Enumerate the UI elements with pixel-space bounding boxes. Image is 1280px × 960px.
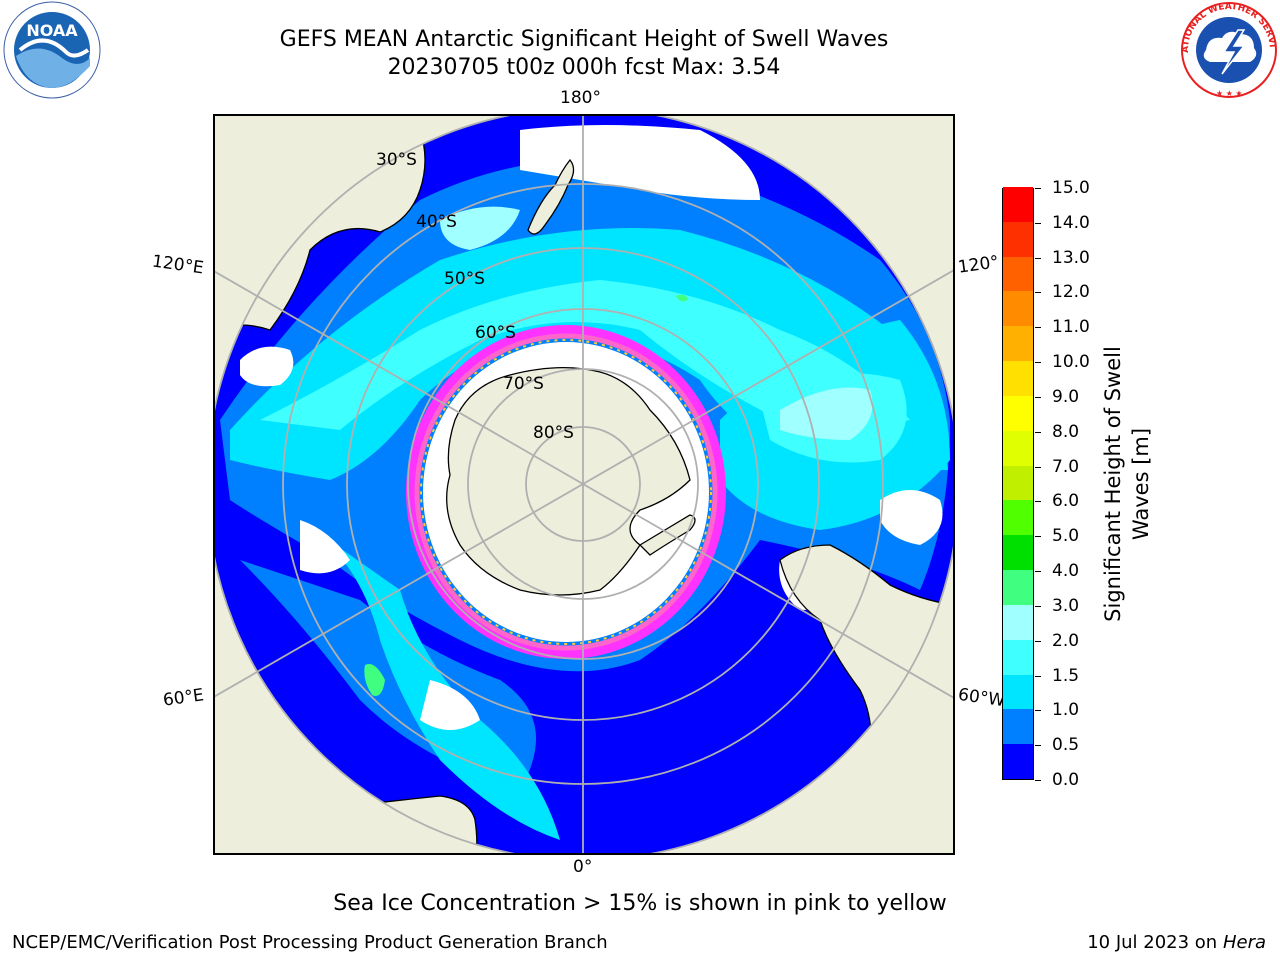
sea-ice-edge-inner bbox=[420, 339, 712, 645]
colorbar-tick-label: 12.0 bbox=[1052, 282, 1090, 303]
colorbar-segment bbox=[1003, 499, 1033, 536]
colorbar-segment bbox=[1003, 708, 1033, 745]
colorbar-tick bbox=[1035, 710, 1041, 712]
colorbar-segment bbox=[1003, 360, 1033, 396]
colorbar-tick bbox=[1035, 536, 1041, 538]
no-data-patch bbox=[880, 490, 943, 545]
colorbar-title-line1: Significant Height of Swell bbox=[1101, 346, 1125, 622]
chart-subtitle: 20230705 t00z 000h fcst Max: 3.54 bbox=[387, 55, 781, 80]
swell-band-2-3 bbox=[440, 206, 520, 250]
lat-label-80s: 80°S bbox=[533, 423, 574, 443]
colorbar-tick-label: 0.5 bbox=[1052, 735, 1080, 756]
lat-label-70s: 70°S bbox=[503, 374, 544, 394]
colorbar bbox=[1002, 186, 1034, 780]
colorbar-tick bbox=[1035, 675, 1041, 677]
colorbar-segment bbox=[1003, 221, 1033, 257]
chart-title: GEFS MEAN Antarctic Significant Height o… bbox=[279, 27, 889, 52]
colorbar-tick-label: 14.0 bbox=[1052, 212, 1090, 233]
colorbar-segment bbox=[1003, 639, 1033, 675]
colorbar-tick-label: 5.0 bbox=[1052, 526, 1080, 547]
lat-label-40s: 40°S bbox=[416, 212, 457, 232]
colorbar-segment bbox=[1003, 465, 1033, 501]
colorbar-tick bbox=[1035, 605, 1041, 607]
colorbar-tick bbox=[1035, 501, 1041, 503]
colorbar-tick bbox=[1035, 257, 1041, 259]
antarctic-peninsula bbox=[638, 514, 696, 556]
no-data-patch bbox=[520, 125, 760, 200]
colorbar-segment bbox=[1003, 256, 1033, 292]
sea-ice-edge-outer bbox=[406, 325, 726, 659]
swell-band-3-4 bbox=[676, 294, 688, 302]
lat-label-50s: 50°S bbox=[444, 269, 485, 289]
credit-text: NCEP/EMC/Verification Post Processing Pr… bbox=[12, 932, 608, 953]
colorbar-tick bbox=[1035, 327, 1041, 329]
colorbar-tick-label: 1.5 bbox=[1052, 665, 1080, 686]
colorbar-tick bbox=[1035, 780, 1041, 781]
colorbar-segment bbox=[1003, 290, 1033, 327]
colorbar-tick-label: 10.0 bbox=[1052, 352, 1090, 373]
date-text: 10 Jul 2023 on Hera bbox=[1087, 932, 1266, 953]
graticule bbox=[214, 115, 954, 854]
colorbar-tick-label: 7.0 bbox=[1052, 456, 1080, 477]
colorbar-tick bbox=[1035, 222, 1041, 224]
lat-label-60s: 60°S bbox=[475, 323, 516, 343]
date-prefix: 10 Jul 2023 on bbox=[1087, 932, 1223, 953]
colorbar-segment bbox=[1003, 569, 1033, 605]
colorbar-segment bbox=[1003, 395, 1033, 431]
sea-ice-footnote: Sea Ice Concentration > 15% is shown in … bbox=[333, 891, 947, 916]
map-frame bbox=[213, 114, 955, 855]
colorbar-tick bbox=[1035, 571, 1041, 573]
colorbar-segment bbox=[1003, 325, 1033, 362]
colorbar-tick-label: 11.0 bbox=[1052, 317, 1090, 338]
no-data-patch bbox=[300, 520, 350, 574]
colorbar-tick-label: 2.0 bbox=[1052, 630, 1080, 651]
colorbar-tick bbox=[1035, 292, 1041, 294]
national-weather-service-logo: NATIONAL WEATHER SERVICE ★ ★ ★ bbox=[1178, 0, 1277, 98]
colorbar-segment bbox=[1003, 534, 1033, 571]
swell-band-1.5-2 bbox=[260, 280, 910, 430]
lat-label-30s: 30°S bbox=[376, 150, 417, 170]
colorbar-tick bbox=[1035, 396, 1041, 398]
lon-label-180: 180° bbox=[560, 88, 601, 108]
lon-label-0: 0° bbox=[573, 857, 593, 877]
colorbar-tick-label: 15.0 bbox=[1052, 178, 1090, 198]
colorbar-segment bbox=[1003, 430, 1033, 466]
colorbar-title-line2: Waves [m] bbox=[1129, 427, 1153, 541]
machine-name: Hera bbox=[1222, 932, 1266, 953]
colorbar-segment bbox=[1003, 186, 1033, 222]
colorbar-segment bbox=[1003, 743, 1033, 779]
colorbar-tick-label: 4.0 bbox=[1052, 561, 1080, 582]
noaa-logo-text: NOAA bbox=[26, 21, 78, 40]
colorbar-tick bbox=[1035, 362, 1041, 364]
sea-ice-edge-mid bbox=[414, 333, 718, 651]
colorbar-tick bbox=[1035, 431, 1041, 433]
colorbar-tick bbox=[1035, 466, 1041, 468]
new-zealand bbox=[527, 158, 575, 235]
meridian-120 bbox=[214, 269, 954, 698]
colorbar-tick-label: 13.0 bbox=[1052, 247, 1090, 268]
nws-star-icon: ★ ★ ★ bbox=[1216, 89, 1243, 98]
no-data-patch bbox=[240, 346, 294, 387]
colorbar-tick-label: 1.0 bbox=[1052, 700, 1080, 721]
noaa-logo: NOAA bbox=[3, 1, 101, 99]
colorbar-segment bbox=[1003, 604, 1033, 640]
colorbar-tick bbox=[1035, 188, 1041, 189]
no-data-patch bbox=[420, 680, 480, 730]
colorbar-segment bbox=[1003, 674, 1033, 710]
colorbar-tick-label: 3.0 bbox=[1052, 595, 1080, 616]
colorbar-title: Significant Height of Swell Waves [m] bbox=[1099, 284, 1155, 684]
colorbar-tick bbox=[1035, 745, 1041, 747]
colorbar-tick-label: 8.0 bbox=[1052, 421, 1080, 442]
land-corner bbox=[214, 115, 954, 854]
colorbar-tick-label: 9.0 bbox=[1052, 386, 1080, 407]
colorbar-tick bbox=[1035, 640, 1041, 642]
colorbar-tick-label: 6.0 bbox=[1052, 491, 1080, 512]
swell-band-3-4 bbox=[364, 664, 385, 696]
colorbar-tick-label: 0.0 bbox=[1052, 770, 1080, 790]
